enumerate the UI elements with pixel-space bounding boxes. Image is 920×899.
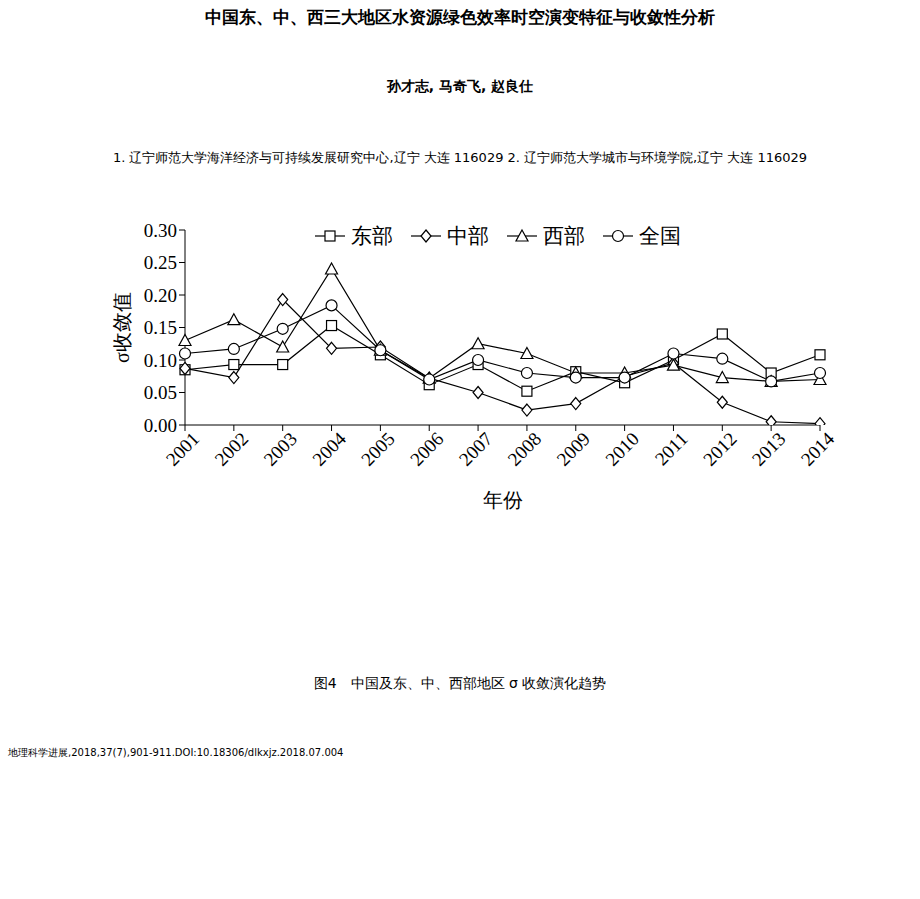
- svg-text:2012: 2012: [699, 428, 741, 470]
- html-text:图4 中国及东、中、西部地区 σ 收敛演化趋势: 图4 中国及东、中、西部地区 σ 收敛演化趋势: [313, 675, 607, 691]
- svg-text:2008: 2008: [504, 428, 546, 470]
- svg-text:2001: 2001: [161, 428, 204, 470]
- svg-text:2005: 2005: [357, 428, 399, 470]
- html-text:中国东、中、西三大地区水资源绿色效率时空演变特征与收敛性分析: 中国东、中、西三大地区水资源绿色效率时空演变特征与收敛性分析: [205, 7, 715, 27]
- svg-text:2007: 2007: [455, 428, 497, 470]
- html-text:东部: 东部: [351, 224, 393, 248]
- svg-text:2011: 2011: [651, 428, 692, 469]
- svg-text:2010: 2010: [601, 428, 643, 470]
- html-text:中部: 中部: [447, 224, 489, 248]
- svg-text:σ收敛值: σ收敛值: [111, 292, 133, 363]
- svg-text:2004: 2004: [308, 428, 350, 470]
- svg-text:0.10: 0.10: [144, 350, 177, 371]
- svg-text:2003: 2003: [259, 428, 301, 470]
- svg-text:2013: 2013: [748, 428, 790, 470]
- svg-text:0.20: 0.20: [144, 285, 177, 306]
- html-text:1. 辽宁师范大学海洋经济与可持续发展研究中心,辽宁 大连: 1. 辽宁师范大学海洋经济与可持续发展研究中心,辽宁 大连 116029 2. …: [112, 150, 808, 165]
- svg-text:2014: 2014: [797, 428, 839, 470]
- html-text:地理科学进展,2018,37(7),901-911.DOI:: 地理科学进展,2018,37(7),901-911.DOI:10.18306/d…: [8, 747, 344, 758]
- svg-text:2002: 2002: [211, 428, 253, 470]
- html-text:西部: 西部: [543, 224, 585, 248]
- svg-text:0.30: 0.30: [144, 220, 177, 241]
- svg-text:2009: 2009: [552, 428, 594, 470]
- svg-text:2006: 2006: [406, 428, 448, 470]
- svg-text:0.15: 0.15: [144, 317, 177, 338]
- svg-text:0.00: 0.00: [144, 415, 177, 436]
- svg-text:0.05: 0.05: [144, 382, 177, 403]
- svg-text:年份: 年份: [483, 489, 523, 510]
- svg-text:0.25: 0.25: [144, 252, 177, 273]
- html-text:全国: 全国: [639, 224, 681, 248]
- html-text:孙才志, 马奇飞, 赵良仕: 孙才志, 马奇飞, 赵良仕: [386, 78, 534, 94]
